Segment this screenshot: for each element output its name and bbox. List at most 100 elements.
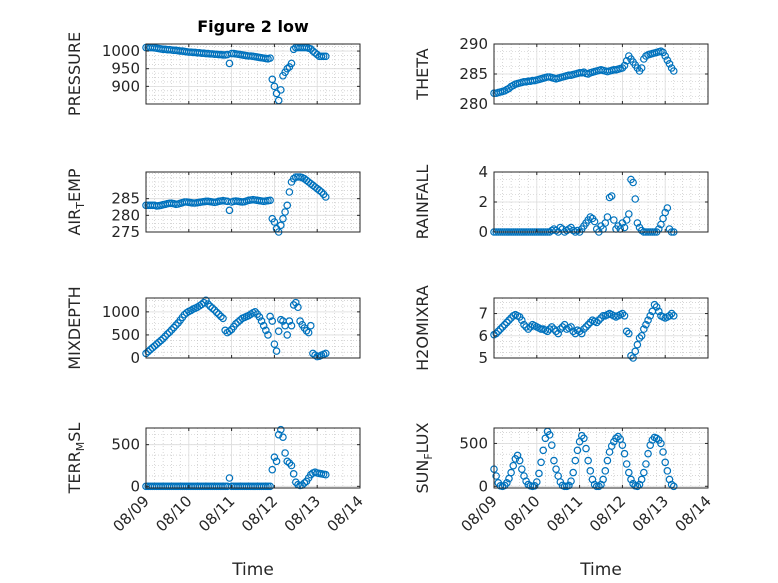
data-point [302,326,311,335]
plot-area [146,298,360,358]
data-point [646,311,655,320]
axes-box [145,171,361,233]
data-point [631,195,640,203]
x-tick-label: 08/14 [672,492,715,535]
data-point [618,64,627,72]
axes-box [493,297,709,359]
data-point [232,320,240,328]
data-point [219,314,227,323]
data-point [266,54,274,62]
data-point [507,468,515,477]
data-point [204,300,212,308]
data-point [146,345,155,354]
y-tick-label: 0 [478,477,488,495]
data-point [625,329,633,338]
data-point [172,321,180,330]
data-point [319,52,328,61]
data-point [296,317,304,325]
data-point [639,325,648,333]
data-point [592,482,601,491]
data-point [584,456,592,465]
y-tick-label: 0 [130,349,140,367]
axes-box [145,43,361,105]
data-point [492,329,500,338]
data-point [642,460,650,468]
data-point [155,338,163,347]
data-point [603,213,612,221]
data-point [535,469,543,478]
x-tick-label: 08/12 [586,492,629,535]
data-point [277,425,285,434]
axes-box [493,427,709,489]
data-point [620,449,629,458]
data-point [627,475,635,484]
data-point [279,433,287,441]
x-tick-label: 08/14 [324,492,367,535]
data-point [637,475,646,484]
data-point [306,321,315,330]
data-point [321,52,330,61]
data-point [601,467,610,475]
data-point [580,434,588,443]
data-point [161,332,170,341]
data-point [652,434,661,443]
data-point [522,323,530,331]
y-axis-label: RAINFALL [413,165,432,240]
x-tick-label: 08/09 [458,492,501,535]
data-point [321,470,330,479]
data-point [208,304,217,312]
data-point [270,82,279,91]
data-point [661,458,670,467]
data-point [257,317,266,325]
data-point [637,64,646,72]
data-point [234,318,242,326]
data-point [560,482,569,491]
data-point [552,327,560,336]
data-point [637,331,646,340]
data-point [287,321,296,330]
data-point [659,448,667,456]
data-point [167,326,176,334]
data-point [277,86,285,94]
data-point [669,311,678,320]
data-point [264,331,272,339]
data-point [283,201,292,210]
data-point [520,320,528,329]
series-markers [142,296,330,361]
y-tick-label: 1000 [102,42,140,60]
x-tick-label: 08/09 [110,492,153,535]
subplot-8: 0 500 SUNFLUX 08/09 08/10 08/11 08/12 08/13 08/1… [413,422,715,580]
x-tick-label: 08/13 [281,492,324,535]
y-tick-label: 280 [111,206,140,224]
data-point [219,482,227,491]
data-point [573,446,582,455]
data-point [289,301,298,309]
data-point [612,434,620,443]
data-point [300,479,309,487]
y-tick-label: 275 [111,223,140,241]
data-point [283,457,292,466]
y-tick-label: 6 [478,327,488,345]
data-point [610,216,618,224]
data-point [567,477,575,485]
data-point [571,456,580,465]
y-tick-label: 2 [478,193,488,211]
data-point [554,329,563,338]
data-point [500,320,509,329]
data-point [503,318,511,327]
data-point [631,347,640,356]
data-point [262,326,270,335]
axes-box [145,427,361,489]
y-tick-label: 0 [478,223,488,241]
data-point [251,308,259,316]
data-point [580,325,588,333]
data-point [620,61,629,70]
data-point [582,323,590,331]
data-point [264,482,272,491]
data-point [595,482,603,491]
data-point [642,320,650,329]
data-point [287,59,296,68]
data-point [552,465,560,473]
data-point [225,206,234,215]
y-axis-label: SUNFLUX [413,422,435,493]
